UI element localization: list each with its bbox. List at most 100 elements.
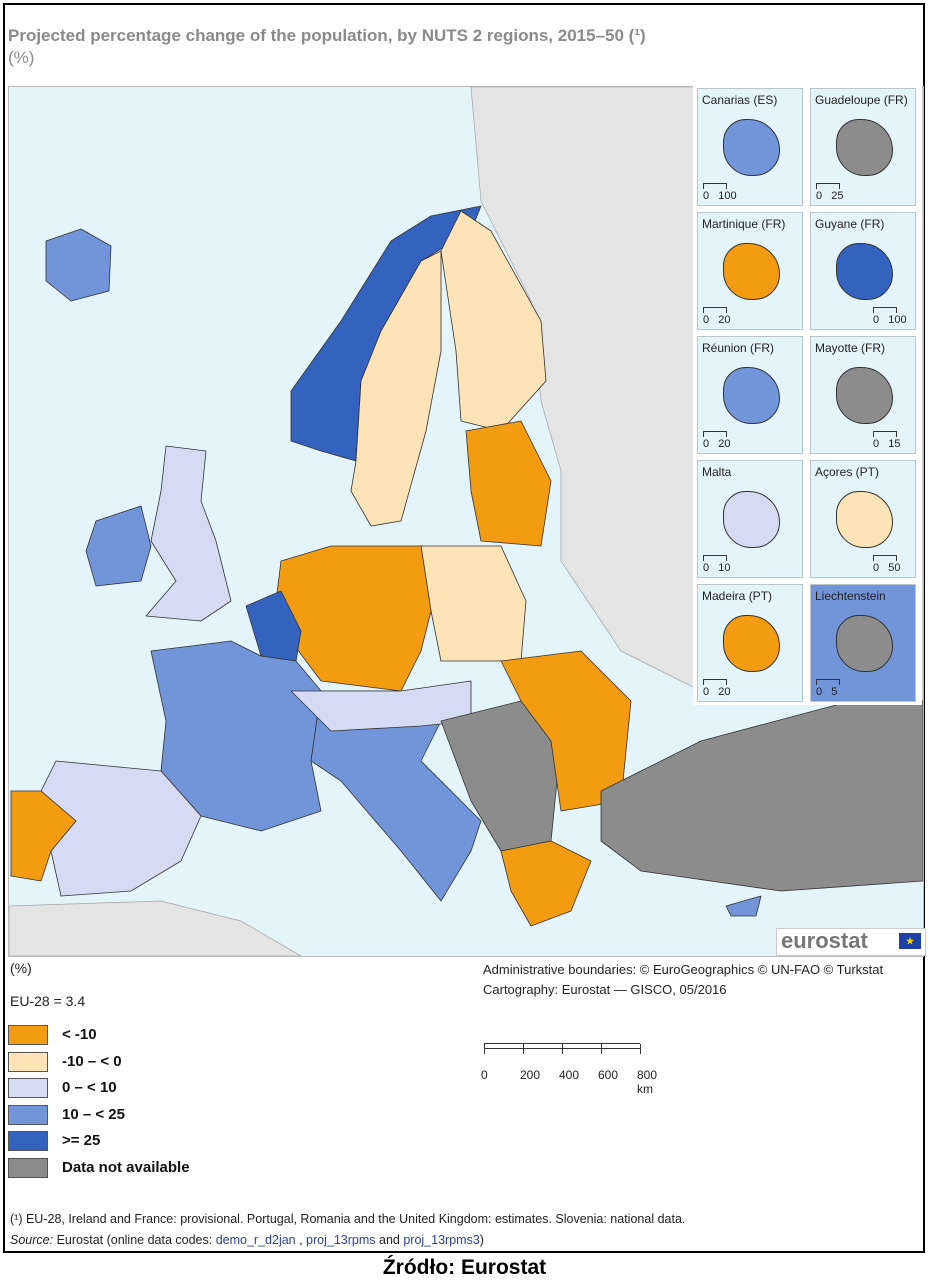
- map-title: Projected percentage change of the popul…: [8, 26, 646, 45]
- scale-bar-mark: [873, 307, 897, 313]
- scale-label: 0: [703, 562, 710, 574]
- scale-bar: 0 200 400 600 800 km: [481, 1043, 657, 1096]
- scale-bar-mark: [703, 555, 727, 561]
- inset-martinique-fr: Martinique (FR) 0 20: [697, 212, 803, 330]
- scale-tick: [523, 1044, 524, 1054]
- region-turkey: [600, 700, 923, 892]
- legend-unit: (%): [10, 960, 32, 976]
- region-poland: [420, 545, 527, 662]
- inset-malta: Malta 0 10: [697, 460, 803, 578]
- region-united-kingdom: [145, 445, 232, 622]
- scale-label: 20: [718, 686, 731, 698]
- source-end: ): [479, 1233, 484, 1247]
- legend-item: 10 – < 25: [8, 1104, 308, 1125]
- link-proj-13rpms3[interactable]: proj_13rpms3: [403, 1233, 480, 1247]
- scale-label: 400: [559, 1068, 580, 1082]
- source-sep: and: [375, 1233, 404, 1247]
- eu-average: EU-28 = 3.4: [10, 993, 86, 1009]
- credits-boundaries: Administrative boundaries: © EuroGeograp…: [483, 962, 884, 977]
- scale-label: 0: [703, 686, 710, 698]
- inset-label: Guyane (FR): [815, 217, 885, 231]
- region-romania-bulgaria: [500, 650, 632, 812]
- region-sweden: [350, 250, 442, 527]
- scale-label: 15: [888, 438, 901, 450]
- inset-scale-bar: 0 50: [873, 555, 901, 574]
- legend-swatch: [8, 1131, 48, 1151]
- scale-tick: [562, 1044, 563, 1054]
- credits-cartography: Cartography: Eurostat — GISCO, 05/2016: [483, 982, 727, 997]
- legend-item: 0 – < 10: [8, 1078, 308, 1098]
- scale-bar-mark: [816, 183, 840, 189]
- legend-label: 10 – < 25: [62, 1105, 125, 1123]
- inset-scale-bar: 0 20: [703, 307, 731, 326]
- scale-label: 20: [718, 438, 731, 450]
- inset-scale-bar: 0 100: [703, 183, 737, 202]
- scale-tick: [484, 1044, 485, 1054]
- inset-label: Canarias (ES): [702, 93, 778, 107]
- inset-scale-bar: 0 25: [816, 183, 844, 202]
- north-africa: [9, 900, 302, 956]
- inset-scale-bar: 0 20: [703, 431, 731, 450]
- legend-label: 0 – < 10: [62, 1079, 117, 1096]
- legend-swatch: [8, 1051, 48, 1072]
- legend-label: Data not available: [62, 1158, 190, 1176]
- inset-territory: [836, 615, 893, 672]
- scale-label: 100: [718, 190, 737, 202]
- scale-label: 0: [873, 562, 880, 574]
- credits: Administrative boundaries: © EuroGeograp…: [483, 960, 883, 1000]
- scale-label: 800 km: [637, 1068, 658, 1096]
- source-text: Eurostat (online data codes:: [53, 1233, 216, 1247]
- scale-tick: [640, 1044, 641, 1054]
- inset-label: Mayotte (FR): [815, 341, 886, 355]
- legend-label: -10 – < 0: [62, 1052, 122, 1070]
- inset-madeira-pt: Madeira (PT) 0 20: [697, 584, 803, 702]
- scale-bar-mark: [703, 183, 727, 189]
- inset-guadeloupe-fr: Guadeloupe (FR) 0 25: [810, 88, 916, 206]
- legend-item: -10 – < 0: [8, 1051, 308, 1072]
- inset-territory: [836, 367, 893, 424]
- inset-canarias-es: Canarias (ES) 0 100: [697, 88, 803, 206]
- region-iceland: [45, 228, 112, 302]
- legend-swatch: [8, 1157, 48, 1178]
- inset-label: Malta: [702, 465, 732, 479]
- legend-swatch: [8, 1078, 48, 1098]
- scale-label: 25: [831, 190, 844, 202]
- region-cyprus: [725, 895, 762, 917]
- scale-bar-mark: [873, 431, 897, 437]
- region-benelux: [245, 590, 302, 662]
- legend-swatch: [8, 1104, 48, 1125]
- inset-guyane-fr: Guyane (FR) 0 100: [810, 212, 916, 330]
- inset-territory: [836, 119, 893, 176]
- scale-label: 10: [718, 562, 731, 574]
- scale-bar-mark: [816, 679, 840, 685]
- inset-mayotte-fr: Mayotte (FR) 0 15: [810, 336, 916, 454]
- source-label: Source:: [10, 1233, 54, 1247]
- scale-bar-mark: [703, 307, 727, 313]
- link-demo-r-d2jan[interactable]: demo_r_d2jan: [215, 1233, 296, 1247]
- source-line: Source: Eurostat (online data codes: dem…: [10, 1233, 484, 1247]
- legend-swatch: [8, 1025, 48, 1045]
- eurostat-logo: eurostat ★: [776, 928, 926, 956]
- scale-label: 0: [703, 314, 710, 326]
- scale-bar-mark: [703, 431, 727, 437]
- inset-territory: [723, 615, 780, 672]
- scale-label: 0: [873, 438, 880, 450]
- inset-label: Açores (PT): [815, 465, 880, 479]
- legend-item: >= 25: [8, 1131, 308, 1151]
- logo-text: eurostat: [781, 928, 868, 953]
- region-austria-switzerland: [290, 680, 472, 732]
- legend-label: >= 25: [62, 1132, 101, 1149]
- inset-territory: [723, 119, 780, 176]
- link-proj-13rpms[interactable]: proj_13rpms: [306, 1233, 376, 1247]
- eu-flag-icon: ★: [899, 933, 921, 949]
- region-france: [150, 640, 322, 832]
- region-portugal: [10, 790, 77, 882]
- scale-line: [484, 1048, 640, 1049]
- inset-scale-bar: 0 5: [816, 679, 840, 698]
- map-subtitle: (%): [8, 48, 35, 67]
- inset-label: Liechtenstein: [815, 589, 886, 603]
- inset-label: Madeira (PT): [702, 589, 773, 603]
- scale-label: 0: [703, 190, 710, 202]
- scale-label: 0: [481, 1068, 488, 1082]
- footnote: (¹) EU-28, Ireland and France: provision…: [10, 1212, 686, 1226]
